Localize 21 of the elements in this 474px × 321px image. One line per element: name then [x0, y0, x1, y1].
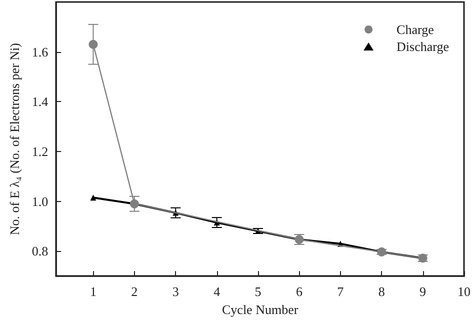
x-tick-label: 10: [458, 284, 470, 300]
y-axis-title: No. of E λ₄ (No. of Electrons per Ni): [7, 43, 22, 236]
x-tick-label: 1: [90, 284, 96, 300]
legend-label: Discharge: [396, 39, 450, 54]
point: [90, 194, 96, 201]
x-tick-label: 3: [172, 284, 179, 300]
y-tick-label: 1.2: [32, 144, 48, 160]
x-tick-label: 6: [296, 284, 303, 300]
x-tick-label: 5: [254, 284, 262, 300]
y-tick-label: 1.4: [32, 94, 49, 110]
x-tick-label: 4: [214, 284, 221, 300]
x-tick-label: 2: [131, 284, 138, 300]
x-tick-label: 8: [378, 284, 385, 300]
x-tick-label: 7: [337, 284, 344, 300]
x-axis-title: Cycle Number: [222, 302, 299, 317]
x-tick-label: 9: [420, 284, 426, 300]
y-tick-label: 0.8: [32, 244, 48, 259]
legend-label: Charge: [396, 22, 434, 37]
point: [88, 40, 98, 49]
y-tick-label: 1.6: [32, 44, 49, 60]
y-tick-label: 1.0: [32, 194, 48, 209]
